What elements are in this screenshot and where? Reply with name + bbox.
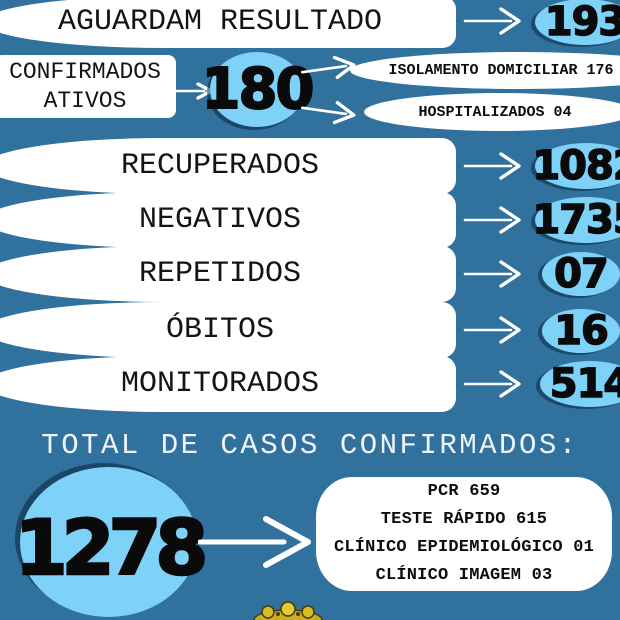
total-confirmed-heading: TOTAL DE CASOS CONFIRMADOS: <box>41 429 579 462</box>
arrow-right-icon <box>463 206 521 234</box>
breakdown-rapid-test: TESTE RÁPIDO 615 <box>380 510 548 529</box>
hospitalized-label: HOSPITALIZADOS 04 <box>418 103 572 121</box>
total-confirmed-value: 1278 <box>13 501 209 593</box>
total-confirmed-circle: 1278 <box>13 467 209 617</box>
breakdown-pcr: PCR 659 <box>427 482 501 501</box>
confirmed-active-line1: CONFIRMADOS <box>9 58 161 85</box>
arrow-right-icon <box>300 100 356 125</box>
repeated-pill: REPETIDOS <box>0 246 456 302</box>
negatives-value-bubble: 1735 <box>532 196 620 244</box>
breakdown-clinical-epidemiological: CLÍNICO EPIDEMIOLÓGICO 01 <box>333 538 595 557</box>
deaths-label: ÓBITOS <box>165 313 275 347</box>
negatives-label: NEGATIVOS <box>138 203 302 237</box>
confirmed-active-line2: ATIVOS <box>43 87 127 114</box>
arrow-right-icon <box>463 260 521 288</box>
total-breakdown-box: PCR 659 TESTE RÁPIDO 615 CLÍNICO EPIDEMI… <box>316 477 612 591</box>
home-isolation-label: ISOLAMENTO DOMICILIAR 176 <box>388 62 614 79</box>
home-isolation-pill: ISOLAMENTO DOMICILIAR 176 <box>350 52 620 89</box>
confirmed-active-box: CONFIRMADOS ATIVOS <box>0 55 176 118</box>
monitored-value: 514 <box>549 360 620 408</box>
municipal-crest-icon <box>253 601 323 620</box>
confirmed-active-value: 180 <box>201 56 316 123</box>
deaths-value: 16 <box>553 307 609 355</box>
recovered-value-bubble: 1082 <box>532 142 620 190</box>
negatives-value: 1735 <box>532 196 620 244</box>
monitored-value-bubble: 514 <box>540 360 620 408</box>
monitored-label: MONITORADOS <box>120 367 320 401</box>
arrow-right-icon <box>463 370 521 398</box>
deaths-value-bubble: 16 <box>542 307 620 355</box>
monitored-pill: MONITORADOS <box>0 356 456 412</box>
repeated-value-bubble: 07 <box>542 250 620 298</box>
recovered-label: RECUPERADOS <box>120 149 320 183</box>
breakdown-clinical-imaging: CLÍNICO IMAGEM 03 <box>375 566 553 585</box>
deaths-pill: ÓBITOS <box>0 302 456 358</box>
arrow-right-icon <box>198 516 311 568</box>
arrow-right-icon <box>463 316 521 344</box>
recovered-pill: RECUPERADOS <box>0 138 456 194</box>
arrow-right-icon <box>463 152 521 180</box>
confirmed-active-value-circle: 180 <box>201 52 315 127</box>
pending-results-label: AGUARDAM RESULTADO <box>57 5 383 39</box>
pending-results-value: 193 <box>544 0 620 46</box>
arrow-right-icon <box>300 55 356 80</box>
arrow-right-icon <box>463 7 521 35</box>
recovered-value: 1082 <box>532 142 620 190</box>
hospitalized-pill: HOSPITALIZADOS 04 <box>364 93 620 131</box>
repeated-value: 07 <box>553 250 609 298</box>
negatives-pill: NEGATIVOS <box>0 192 456 248</box>
pending-results-pill: AGUARDAM RESULTADO <box>0 0 456 48</box>
pending-results-value-bubble: 193 <box>535 0 620 46</box>
repeated-label: REPETIDOS <box>138 257 302 291</box>
